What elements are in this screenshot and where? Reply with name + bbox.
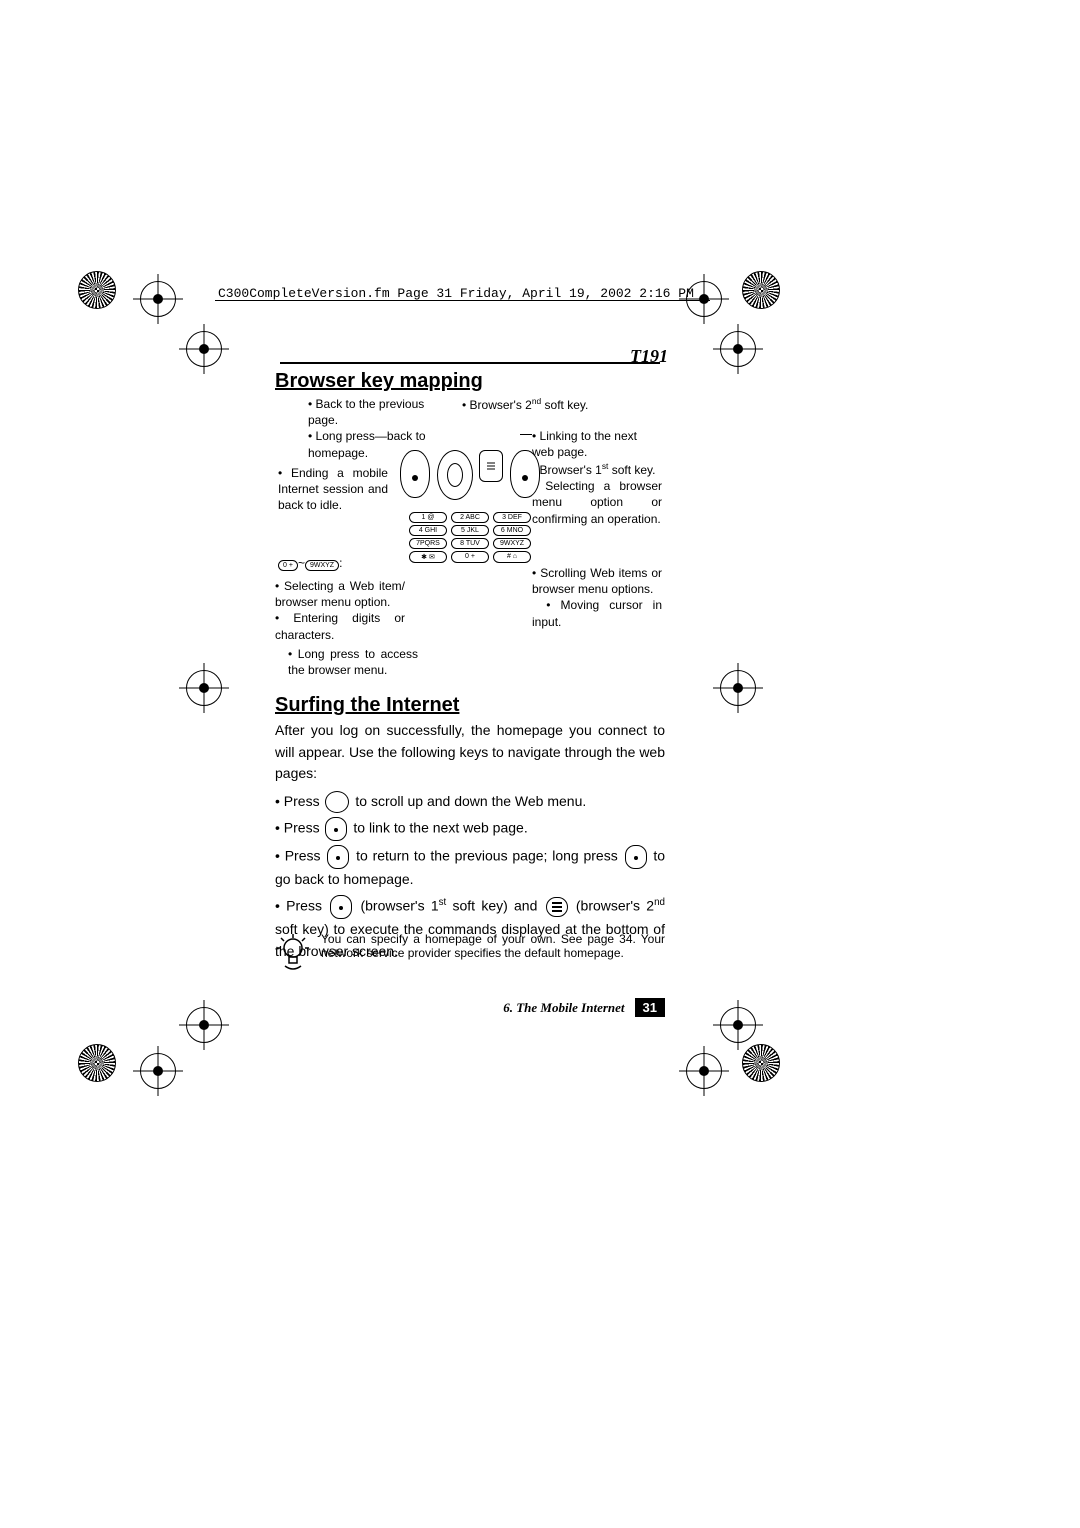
model-label: T191: [630, 346, 668, 367]
annotation: • Ending a mobile Internet session and b…: [278, 465, 388, 514]
annotation: • Scrolling Web items or browser menu op…: [532, 565, 662, 630]
registration-target: [720, 670, 756, 706]
back-key-icon: [400, 450, 430, 498]
registration-target: [686, 1053, 722, 1089]
scroll-ring-icon: [437, 450, 473, 500]
page-footer: 6. The Mobile Internet 31: [275, 998, 665, 1017]
registration-sunburst: [78, 1044, 114, 1080]
page-header-meta: C300CompleteVersion.fm Page 31 Friday, A…: [218, 286, 694, 301]
annotation-text: Back to the previous page.: [308, 397, 424, 427]
section-title-surfing-internet: Surfing the Internet: [275, 694, 459, 717]
annotation: • Browser's 2nd soft key.: [462, 396, 612, 413]
softkey1-icon: [330, 895, 352, 919]
registration-target: [186, 1007, 222, 1043]
annotation: • Browser's 1st soft key. • Selecting a …: [532, 461, 662, 527]
registration-sunburst: [78, 271, 114, 307]
menu-key-icon: [479, 450, 503, 482]
annotation: • Long press to access the browser menu.: [288, 646, 418, 678]
registration-target: [186, 670, 222, 706]
chapter-label: 6. The Mobile Internet: [503, 1000, 624, 1016]
link-key-icon: [510, 450, 540, 498]
back-key-icon: [625, 845, 647, 869]
header-rule: [215, 300, 710, 301]
registration-target: [186, 331, 222, 367]
keypad-diagram: 1 @2 ABC3 DEF 4 GHI5 JKL6 MNO 7PQRS8 TUV…: [400, 450, 540, 565]
registration-target: [140, 281, 176, 317]
back-key-icon: [327, 845, 349, 869]
tip-text: You can specify a homepage of your own. …: [321, 932, 665, 960]
softkey2-icon: [546, 897, 568, 917]
annotation: • Linking to the next web page.: [532, 428, 662, 460]
registration-sunburst: [742, 271, 778, 307]
key-range-label: 0 +~9WXYZ:: [278, 555, 368, 571]
section-title-browser-key-mapping: Browser key mapping: [275, 370, 483, 393]
section-rule: [280, 362, 660, 364]
registration-target: [720, 331, 756, 367]
document-page: C300CompleteVersion.fm Page 31 Friday, A…: [0, 0, 1080, 1528]
scroll-key-icon: [325, 791, 349, 813]
lightbulb-icon: [275, 932, 311, 972]
link-key-icon: [325, 817, 347, 841]
tip-note: You can specify a homepage of your own. …: [275, 932, 665, 972]
registration-sunburst: [742, 1044, 778, 1080]
registration-target: [140, 1053, 176, 1089]
pointer-arrow: [520, 434, 532, 435]
annotation: • Selecting a Web item/ browser menu opt…: [275, 578, 405, 643]
registration-target: [720, 1007, 756, 1043]
page-number: 31: [635, 998, 665, 1017]
